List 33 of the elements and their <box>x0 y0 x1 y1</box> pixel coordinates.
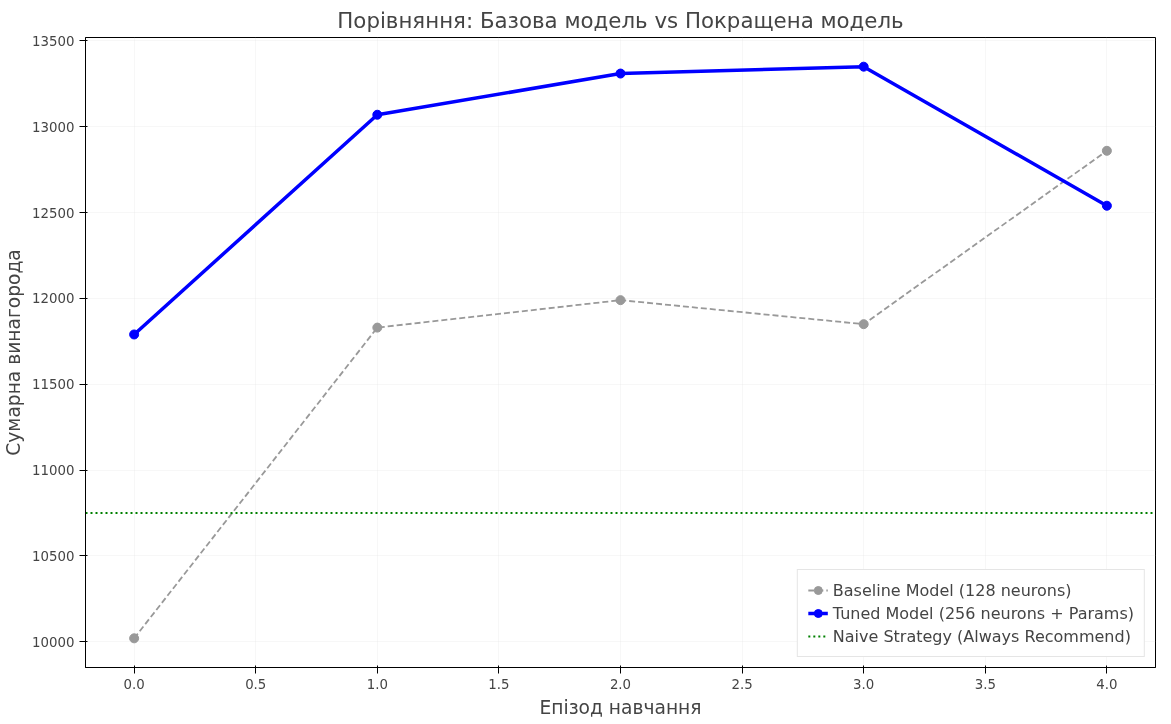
point <box>1101 145 1112 156</box>
legend-label: Tuned Model (256 neurons + Params) <box>832 603 1134 623</box>
y-tick-label: 11000 <box>32 463 75 479</box>
point <box>129 633 140 644</box>
point <box>129 329 140 340</box>
x-tick-label: 2.0 <box>609 676 632 692</box>
x-tick-label: 0.5 <box>245 676 267 692</box>
y-tick-label: 12000 <box>32 291 75 307</box>
point <box>1101 200 1112 211</box>
y-tick-label: 10500 <box>32 548 75 564</box>
point <box>372 109 383 120</box>
legend-label: Baseline Model (128 neurons) <box>832 580 1072 600</box>
y-tick-label: 11500 <box>32 377 75 393</box>
x-axis-title: Епізод навчання <box>539 696 702 718</box>
chart-title: Порівняння: Базова модель vs Покращена модель <box>337 7 904 33</box>
x-tick-label: 4.0 <box>1096 676 1118 692</box>
point <box>372 322 383 333</box>
y-tick-label: 10000 <box>32 634 75 650</box>
y-tick-label: 13000 <box>32 119 75 135</box>
point <box>858 319 869 330</box>
point <box>615 295 626 306</box>
point <box>858 61 869 72</box>
x-tick-label: 0.0 <box>123 676 145 692</box>
y-tick-label: 13500 <box>32 33 75 49</box>
x-tick-label: 3.0 <box>853 676 875 692</box>
x-tick-label: 1.0 <box>366 676 388 692</box>
x-tick-label: 1.5 <box>488 676 510 692</box>
point <box>615 68 626 79</box>
x-tick-label: 2.5 <box>731 676 753 692</box>
legend-label: Naive Strategy (Always Recommend) <box>832 626 1131 646</box>
x-tick-label: 3.5 <box>974 676 996 692</box>
y-axis-title: Сумарна винагорода <box>3 249 25 456</box>
y-tick-label: 12500 <box>32 205 75 221</box>
